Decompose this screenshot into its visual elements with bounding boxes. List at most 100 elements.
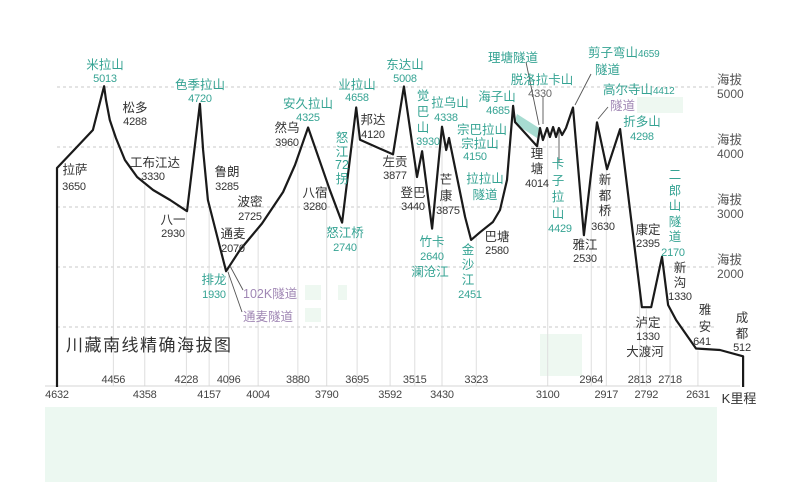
tunnel-label-jianziwan: 隧道	[595, 63, 621, 77]
elevation-value: 2725	[238, 211, 262, 223]
place-label-ranwu: 然乌	[274, 121, 300, 135]
pass-label-zongla: 宗拉山	[461, 137, 499, 151]
place-label-xingou: 新 沟	[673, 261, 687, 290]
pointer-line-jianziwan-tunnel	[574, 73, 592, 106]
place-label-zuogong: 左贡	[382, 155, 408, 169]
background-patch	[305, 285, 321, 300]
elevation-value: 2530	[573, 253, 597, 265]
elevation-value: 2070	[221, 243, 245, 255]
place-label-songduo: 松多	[122, 101, 148, 115]
x-tick-label: 2813	[627, 374, 652, 386]
place-label-litang: 理 塘	[530, 147, 544, 176]
elevation-value: 4429	[548, 223, 572, 235]
elevation-value: 5013	[93, 73, 117, 85]
pass-label-kazila: 卡 子 拉 山	[551, 157, 565, 221]
y-axis-label-3000: 海拔 3000	[717, 193, 744, 221]
elevation-value: 512	[733, 342, 751, 354]
pass-label-jianziwan: 剪子弯山4659	[588, 46, 660, 62]
elevation-value: 2740	[333, 242, 357, 254]
pass-label-lawu: 拉乌山	[431, 96, 469, 110]
elevation-value: 4330	[528, 88, 552, 100]
pointer-lines	[227, 61, 609, 313]
x-tick-label: 4228	[174, 374, 199, 386]
place-label-chengdu: 成 都	[735, 311, 749, 341]
pass-name: 高尔寺山	[603, 83, 654, 97]
x-tick-label: 4004	[246, 389, 270, 401]
place-label-bangda: 邦达	[360, 113, 386, 127]
x-tick-label: 2631	[686, 389, 710, 401]
elevation-value: 1330	[668, 291, 692, 303]
tunnel-label-gaoersi: 隧道	[610, 99, 636, 113]
y-axis-caption: 海拔	[717, 253, 743, 267]
elevation-value: 2451	[458, 289, 482, 301]
elevation-value: 4658	[345, 92, 369, 104]
x-tick-label: 4358	[132, 389, 157, 401]
elevation-value: 3930	[416, 136, 440, 148]
place-label-gongbujiangda: 工布江达	[129, 156, 181, 170]
tunnel-label-tongmai: 通麦隧道	[243, 310, 294, 324]
x-tick-label: 2964	[579, 374, 604, 386]
place-label-bayi: 八一	[160, 213, 186, 227]
place-label-basu: 八宿	[302, 186, 328, 200]
x-tick-label: 3790	[314, 389, 339, 401]
y-axis-value: 4000	[717, 147, 744, 161]
x-tick-label: 4096	[216, 374, 241, 386]
elevation-profile-line	[55, 85, 745, 387]
elevation-value: 2580	[485, 245, 509, 257]
background-patch	[637, 97, 683, 113]
elevation-value: 4288	[123, 116, 147, 128]
elevation-value: 3877	[383, 170, 407, 182]
vertical-gridlines	[112, 117, 699, 386]
place-label-yajiang: 雅江	[572, 238, 598, 252]
elevation-value: 641	[693, 336, 711, 348]
elevation-value: 4120	[361, 129, 385, 141]
place-label-dengba: 登巴	[400, 186, 426, 200]
elevation-value: 4014	[525, 178, 549, 190]
y-axis-caption: 海拔	[717, 133, 743, 147]
y-axis-value: 3000	[717, 207, 744, 221]
x-tick-label: 2917	[594, 389, 619, 401]
bottom-highlight-panel	[45, 407, 717, 482]
x-tick-label: 3100	[535, 389, 560, 401]
y-axis-label-5000: 海拔 5000	[717, 73, 744, 101]
elevation-value: 3285	[215, 181, 239, 193]
elevation-value: 3875	[436, 205, 460, 217]
river-label-dadu: 大渡河	[626, 345, 664, 359]
tunnel-label-lalashan: 拉拉山 隧道	[466, 172, 504, 202]
pointer-line-gaoersi-tunnel	[597, 106, 609, 120]
pass-label-zongbala: 宗巴拉山	[456, 123, 508, 137]
place-label-lhasa: 拉萨	[62, 163, 88, 177]
pass-label-anjiula: 安久拉山	[282, 97, 334, 111]
background-patch	[338, 285, 347, 300]
pass-label-tuoluolaka: 脱洛拉卡山	[510, 73, 574, 87]
y-axis-caption: 海拔	[717, 193, 743, 207]
elevation-value: 2170	[661, 247, 685, 259]
y-axis-label-4000: 海拔 4000	[717, 133, 744, 161]
elevation-value: 1930	[202, 289, 226, 301]
x-tick-label: 4632	[45, 389, 69, 401]
place-label-mangkang: 芒 康	[439, 173, 453, 203]
elevation-value: 4685	[486, 105, 510, 117]
elevation-value: 2640	[420, 251, 444, 263]
place-label-nujiang-bridge: 怒江桥	[326, 226, 364, 240]
elevation-value: 3630	[591, 221, 615, 233]
place-label-zhuka: 竹卡	[419, 235, 445, 249]
x-tick-label: 3323	[464, 374, 489, 386]
elevation-value: 4150	[463, 151, 487, 163]
place-label-lulang: 鲁朗	[214, 165, 240, 179]
tunnel-label-litang: 理塘隧道	[487, 51, 539, 65]
x-tick-label: 3592	[378, 389, 402, 401]
elevation-value: 4720	[188, 93, 212, 105]
y-axis-caption: 海拔	[717, 73, 743, 87]
background-patch	[540, 334, 582, 376]
pointer-line-tongmai-tunnel	[227, 271, 243, 313]
place-label-tongmai: 通麦	[220, 227, 246, 241]
pointer-line-litang-tunnel	[525, 61, 540, 126]
x-tick-label: 3880	[286, 374, 310, 386]
elevation-value: 5008	[393, 73, 417, 85]
pass-label-jueba: 觉 巴 山	[416, 89, 430, 135]
elevation-value: 3280	[303, 201, 327, 213]
place-label-xinduqiao: 新 都 桥	[598, 173, 612, 218]
elevation-value: 3330	[141, 171, 165, 183]
